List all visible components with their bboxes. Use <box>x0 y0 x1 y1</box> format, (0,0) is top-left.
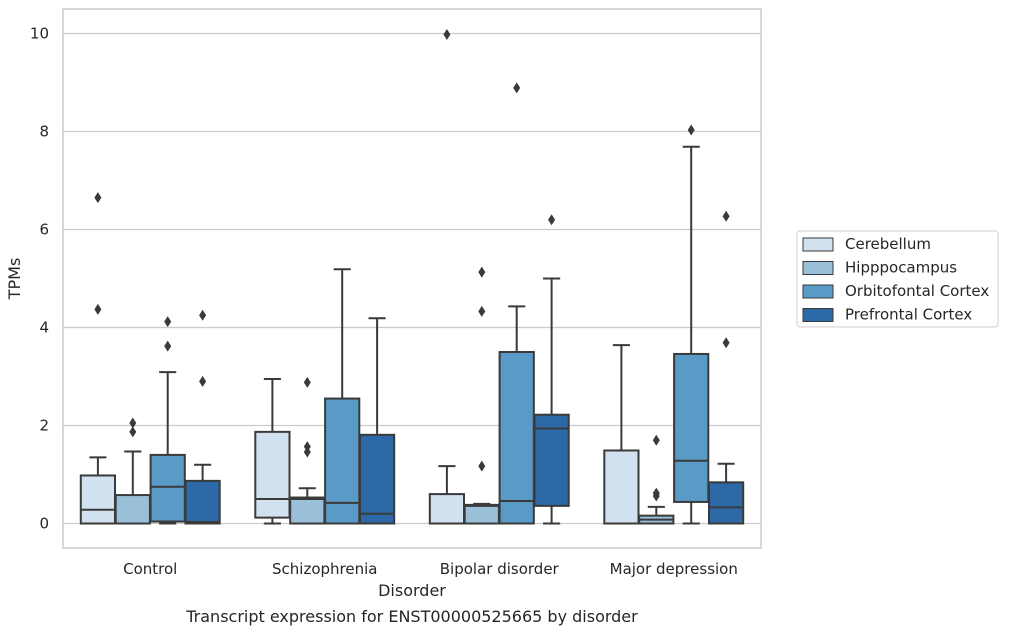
box-body <box>673 352 710 503</box>
y-axis-label: TPMs <box>5 258 24 301</box>
y-tick-label: 0 <box>39 515 49 533</box>
box-body <box>498 351 535 525</box>
outlier-point <box>722 337 730 349</box>
box-body <box>324 397 361 525</box>
legend-swatch <box>802 284 834 299</box>
box-body <box>428 493 466 525</box>
y-tick-label: 4 <box>39 319 49 337</box>
chart-caption: Transcript expression for ENST0000052566… <box>185 607 638 626</box>
legend-label: Cerebellum <box>845 235 931 253</box>
legend-frame <box>796 230 999 328</box>
box-body <box>114 494 151 525</box>
outlier-point <box>478 460 486 472</box>
box-1-2 <box>463 266 500 525</box>
outlier-point <box>199 309 207 321</box>
outlier-point <box>303 376 311 388</box>
y-ticks: 0 2 4 6 8 10 <box>30 25 49 533</box>
box-0-1 <box>254 377 291 525</box>
outlier-point <box>199 375 207 387</box>
x-ticks: Control Schizophrenia Bipolar disorder Majo… <box>123 560 738 578</box>
legend-label: Prefrontal Cortex <box>845 306 972 324</box>
outlier-point <box>94 192 102 204</box>
outlier-point <box>722 210 730 222</box>
outlier-point <box>129 417 137 429</box>
x-tick-label: Major depression <box>610 560 738 578</box>
y-tick-label: 10 <box>30 25 49 43</box>
box-3-3 <box>707 210 745 525</box>
outlier-point <box>478 266 486 278</box>
plot-frame <box>62 8 762 549</box>
box-1-1 <box>289 376 326 525</box>
box-2-1 <box>324 268 361 525</box>
box-0-3 <box>603 344 640 525</box>
box-1-3 <box>638 434 675 525</box>
outlier-point <box>94 303 102 315</box>
outlier-point <box>129 426 137 438</box>
legend-label: Orbitofontal Cortex <box>845 282 989 300</box>
box-body <box>707 481 745 525</box>
outlier-point <box>548 214 556 226</box>
box-2-3 <box>673 124 710 525</box>
box-0-0 <box>79 192 117 525</box>
outlier-point <box>513 82 521 94</box>
legend-swatch <box>802 261 834 275</box>
outlier-point <box>652 490 660 502</box>
y-tick-label: 2 <box>39 417 49 435</box>
box-2-0 <box>149 316 186 525</box>
box-body <box>184 479 221 525</box>
outlier-point <box>164 340 172 352</box>
box-body <box>254 430 291 519</box>
legend-swatch <box>802 237 834 252</box>
outlier-point <box>303 446 311 458</box>
box-1-0 <box>114 417 151 525</box>
boxes <box>79 28 745 525</box>
box-3-0 <box>184 309 221 525</box>
box-body <box>463 503 500 525</box>
x-tick-label: Control <box>123 560 177 578</box>
x-tick-label: Schizophrenia <box>272 560 377 578</box>
legend: Cerebellum Hipppocampus Orbitofontal Corte… <box>796 230 999 328</box>
outlier-point <box>652 434 660 446</box>
legend-swatch <box>802 308 834 322</box>
box-body <box>358 433 396 525</box>
legend-label: Hipppocampus <box>845 259 957 277</box>
box-body <box>149 453 186 523</box>
outlier-point <box>164 316 172 328</box>
box-2-2 <box>498 82 535 525</box>
outlier-point <box>443 28 451 40</box>
box-body <box>79 474 117 525</box>
box-3-2 <box>533 214 570 525</box>
box-body <box>289 496 326 525</box>
outlier-point <box>478 305 486 317</box>
x-axis-label: Disorder <box>378 581 446 600</box>
box-body <box>533 413 570 507</box>
y-tick-label: 6 <box>39 221 49 239</box>
outlier-point <box>687 124 695 136</box>
x-tick-label: Bipolar disorder <box>440 560 560 578</box>
y-tick-label: 8 <box>39 123 49 141</box>
box-0-2 <box>428 28 466 525</box>
box-3-1 <box>358 317 396 525</box>
box-body <box>603 449 640 525</box>
